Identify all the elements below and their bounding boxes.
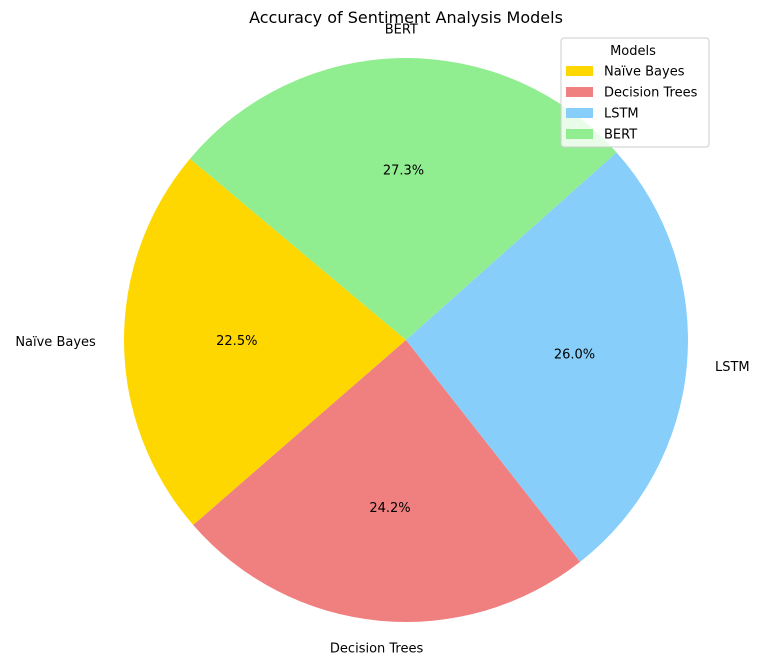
- legend-swatch-lstm: [566, 108, 593, 118]
- pie-labels: Naïve Bayes 22.5% Decision Trees 24.2% LSTM 2…: [15, 22, 749, 656]
- pie-slice-bert: [189, 57, 617, 340]
- legend: Models Naïve Bayes Decision Trees LSTM BERT: [560, 37, 710, 148]
- slice-label-naive-bayes: Naïve Bayes: [15, 335, 96, 350]
- pie-slice-naive-bayes: [123, 158, 406, 526]
- legend-label-naive-bayes: Naïve Bayes: [604, 65, 685, 80]
- pie-slices: [123, 57, 688, 622]
- percent-label-bert: 27.3%: [383, 163, 424, 178]
- chart-title: Accuracy of Sentiment Analysis Models: [249, 8, 563, 27]
- slice-label-bert: BERT: [385, 22, 418, 37]
- slice-label-lstm: LSTM: [715, 360, 750, 375]
- legend-swatch-decision-trees: [566, 87, 593, 97]
- percent-label-naive-bayes: 22.5%: [216, 334, 257, 349]
- percent-label-decision-trees: 24.2%: [369, 501, 410, 516]
- pie-slice-lstm: [406, 152, 688, 562]
- legend-title: Models: [610, 44, 656, 59]
- legend-label-lstm: LSTM: [604, 107, 639, 122]
- legend-swatch-naive-bayes: [566, 66, 593, 76]
- legend-label-bert: BERT: [604, 128, 637, 143]
- legend-label-decision-trees: Decision Trees: [604, 86, 698, 101]
- legend-frame: [560, 37, 710, 148]
- legend-swatch-bert: [566, 129, 593, 139]
- pie-slice-decision-trees: [193, 340, 581, 622]
- percent-label-lstm: 26.0%: [554, 348, 595, 363]
- slice-label-decision-trees: Decision Trees: [330, 641, 424, 656]
